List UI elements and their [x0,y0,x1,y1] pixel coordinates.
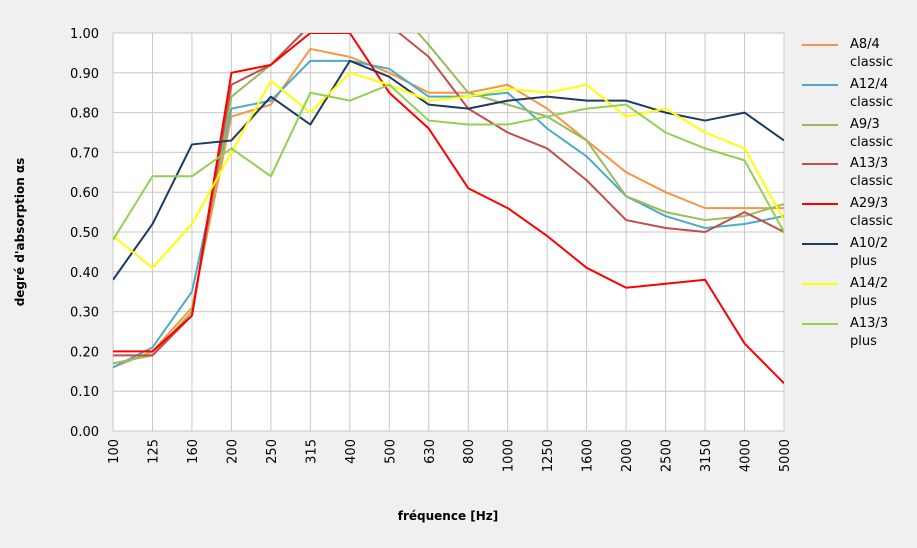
legend-swatch [802,282,838,285]
x-tick-label: 125 [146,439,161,464]
x-tick-label: 500 [383,439,398,464]
y-tick-label: 0.40 [70,266,99,281]
x-tick-label: 1000 [502,439,517,472]
series-line [113,33,784,357]
legend-swatch [802,322,838,325]
legend-item: A9/3 classic [802,116,902,156]
y-axis-title: degré d'absorption αs [13,158,27,307]
legend-swatch [802,83,838,86]
legend-item: A13/3 plus [802,315,902,355]
x-tick-label: 3150 [699,439,714,472]
y-tick-label: 0.60 [70,186,99,201]
series-line [113,33,784,384]
legend-item: A14/2 plus [802,275,902,315]
legend-swatch [802,123,838,126]
x-tick-label: 630 [423,439,438,464]
x-axis-title: fréquence [Hz] [398,509,499,523]
series-line [113,59,784,369]
x-tick-label: 5000 [778,439,793,472]
x-tick-label: 100 [107,439,122,464]
x-tick-label: 2500 [660,439,675,472]
x-tick-label: 400 [344,439,359,464]
legend-label: A13/3 classic [850,156,894,190]
legend-item: A13/3 classic [802,155,902,195]
y-tick-label: 0.70 [70,146,99,161]
legend-label: A14/2 plus [850,275,889,309]
series-line [113,83,784,241]
x-tick-label: 315 [304,439,319,464]
y-tick-label: 1.00 [70,27,99,42]
y-tick-label: 0.30 [70,306,99,321]
x-tick-label: 1250 [541,439,556,472]
legend-item: A10/2 plus [802,235,902,275]
series-line [113,47,784,369]
legend-swatch [802,243,838,245]
series-line [113,33,784,365]
legend-swatch [802,163,838,166]
y-tick-label: 0.10 [70,385,99,400]
y-tick-label: 0.20 [70,345,99,360]
legend-item: A12/4 classic [802,76,902,116]
x-tick-label: 200 [225,439,240,464]
y-tick-label: 0.80 [70,107,99,122]
x-tick-label: 2000 [620,439,635,472]
x-tick-label: 250 [265,439,280,464]
x-tick-label: 160 [186,439,201,464]
y-tick-label: 0.50 [70,226,99,241]
x-tick-label: 1600 [581,439,596,472]
legend-swatch [802,44,838,46]
legend-item: A8/4 classic [802,36,902,76]
series-line [113,71,784,269]
y-tick-label: 0.00 [70,425,99,440]
legend-label: A13/3 plus [850,315,889,349]
legend-label: A8/4 classic [850,37,894,70]
x-tick-label: 4000 [739,439,754,472]
series-line [113,59,784,281]
legend-item: A29/3 classic [802,195,902,235]
legend-label: A29/3 classic [850,196,894,230]
y-tick-label: 0.90 [70,67,99,82]
legend-label: A9/3 classic [850,116,894,150]
x-tick-label: 800 [462,439,477,464]
legend-label: A12/4 classic [850,76,894,110]
legend-swatch [802,203,838,206]
legend-label: A10/2 plus [850,236,889,269]
